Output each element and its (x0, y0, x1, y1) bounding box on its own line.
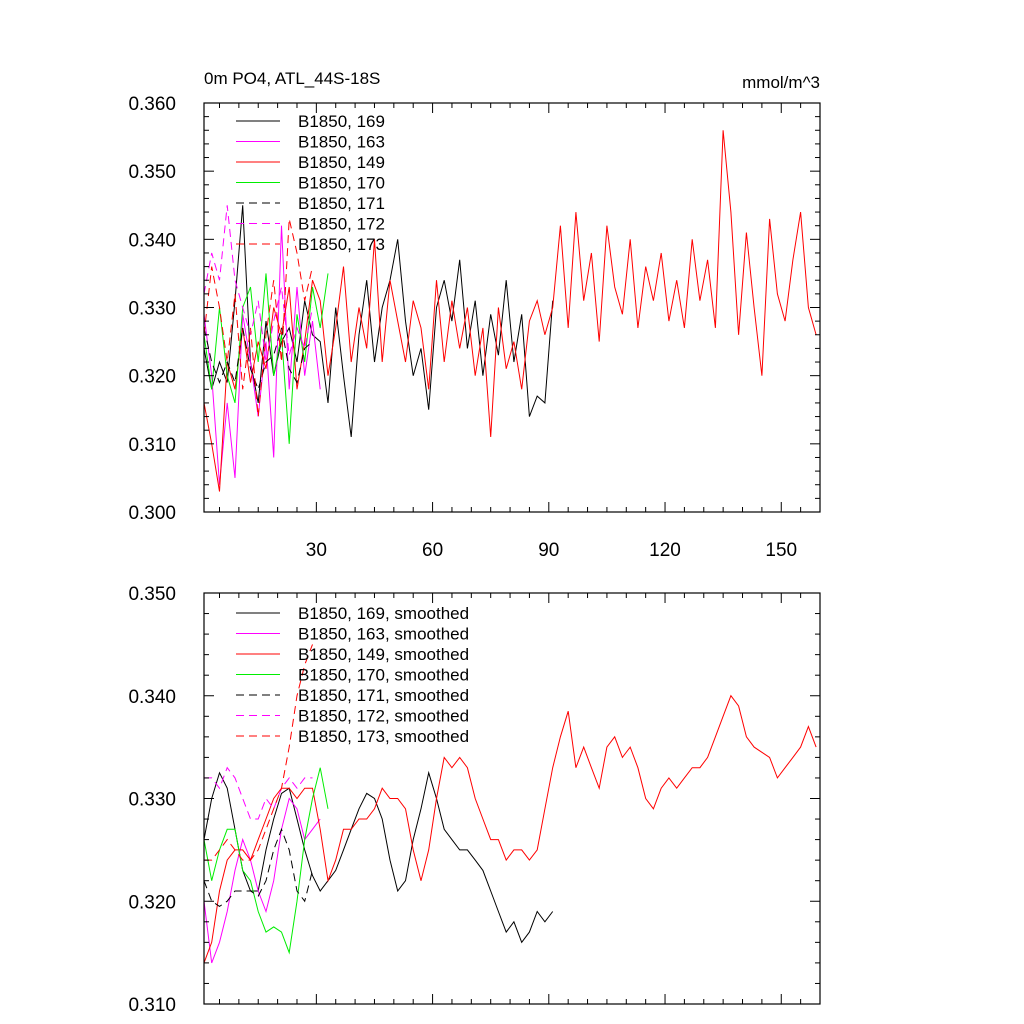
legend-label: B1850, 172, smoothed (298, 707, 469, 726)
y-tick-label: 0.320 (128, 892, 176, 913)
y-tick-label: 0.330 (128, 299, 176, 320)
series-line-0-0 (203, 205, 554, 438)
legend-label: B1850, 171, smoothed (298, 686, 469, 705)
x-tick-label: 60 (422, 540, 443, 561)
y-tick-label: 0.310 (128, 995, 176, 1016)
x-tick-label: 120 (649, 540, 681, 561)
legend-label: B1850, 169, smoothed (298, 604, 469, 623)
legend-label: B1850, 170, smoothed (298, 666, 469, 685)
legend-label: B1850, 172 (298, 215, 385, 234)
legend-label: B1850, 149 (298, 153, 385, 172)
series-line-0-5 (203, 205, 313, 363)
series-line-1-2 (203, 694, 817, 964)
y-tick-label: 0.350 (128, 162, 176, 183)
y-tick-label: 0.320 (128, 367, 176, 388)
x-tick-label: 90 (538, 540, 559, 561)
chart-units-label: mmol/m^3 (742, 73, 820, 92)
bottom-panel: 0.310 0.320 0.330 0.340 0.350 B1850, 169, smo… (128, 584, 821, 1016)
legend-label: B1850, 173, smoothed (298, 727, 469, 746)
series-line-1-6 (204, 644, 313, 861)
series-line-1-5 (204, 766, 313, 820)
y-tick-label: 0.360 (128, 94, 176, 115)
series-line-0-1 (203, 225, 321, 485)
legend-label: B1850, 163, smoothed (298, 625, 469, 644)
y-tick-label: 0.350 (128, 584, 176, 605)
series-line-1-0 (203, 770, 554, 944)
series-line-0-2 (203, 130, 817, 492)
y-tick-label: 0.310 (128, 435, 176, 456)
y-tick-label: 0.330 (128, 790, 176, 811)
legend-label: B1850, 171 (298, 194, 385, 213)
series-line-1-1 (203, 797, 321, 964)
series-line-0-3 (203, 273, 329, 444)
x-tick-label: 150 (765, 540, 797, 561)
legend-label: B1850, 173 (298, 235, 385, 254)
y-tick-label: 0.340 (128, 687, 176, 708)
legend-label: B1850, 170 (298, 174, 385, 193)
legend: B1850, 169, smoothed B1850, 163, smoothed… (236, 604, 469, 746)
legend-label: B1850, 149, smoothed (298, 645, 469, 664)
series-line-1-3 (203, 767, 329, 955)
plot-frame (203, 102, 821, 513)
x-tick-label: 30 (306, 540, 327, 561)
chart-title: 0m PO4, ATL_44S-18S (204, 69, 380, 88)
legend-label: B1850, 163 (298, 133, 385, 152)
top-panel: 0.300 0.310 0.320 0.330 0.340 0.350 0.360 30 60 9… (128, 94, 821, 561)
series-line-0-4 (203, 327, 313, 391)
y-tick-label: 0.340 (128, 230, 176, 251)
series-line-1-4 (203, 827, 313, 908)
y-tick-label: 0.300 (128, 503, 176, 524)
legend-label: B1850, 169 (298, 112, 385, 131)
